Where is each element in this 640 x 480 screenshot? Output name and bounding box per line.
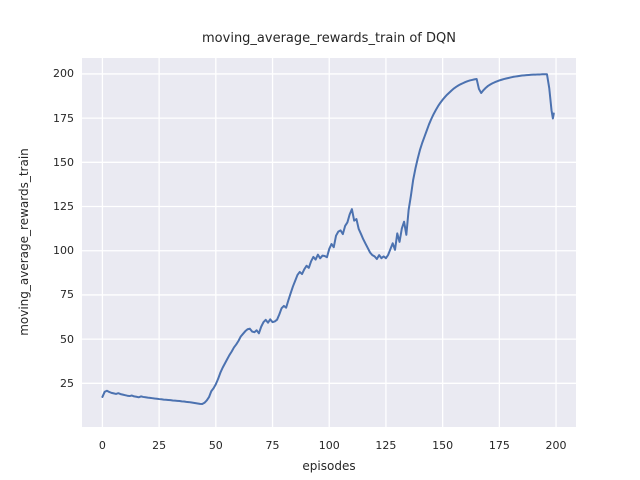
- y-tick-label: 150: [53, 155, 74, 169]
- x-axis-label: episodes: [302, 459, 356, 473]
- y-tick-label: 125: [53, 200, 74, 214]
- x-tick-label: 150: [432, 439, 454, 452]
- y-axis-label: moving_average_rewards_train: [17, 148, 31, 336]
- x-tick-label: 175: [488, 439, 510, 452]
- x-tick-label: 125: [375, 439, 397, 452]
- plot-area: [82, 58, 576, 427]
- x-tick-label: 100: [318, 439, 340, 452]
- data-line: [101, 73, 555, 406]
- x-tick-label: 0: [98, 439, 106, 452]
- chart-title: moving_average_rewards_train of DQN: [202, 31, 456, 46]
- x-tick-label: 75: [265, 439, 280, 452]
- y-tick-label: 200: [53, 67, 74, 81]
- y-tick-label: 100: [53, 244, 74, 258]
- y-tick-label: 75: [60, 288, 74, 302]
- x-tick-label: 50: [208, 439, 223, 452]
- y-tick-label: 25: [60, 376, 74, 390]
- y-tick-label: 50: [60, 332, 74, 346]
- x-tick-label: 25: [152, 439, 167, 452]
- x-tick-label: 200: [545, 439, 567, 452]
- y-tick-label: 175: [53, 111, 74, 125]
- line-chart-svg: [82, 58, 576, 427]
